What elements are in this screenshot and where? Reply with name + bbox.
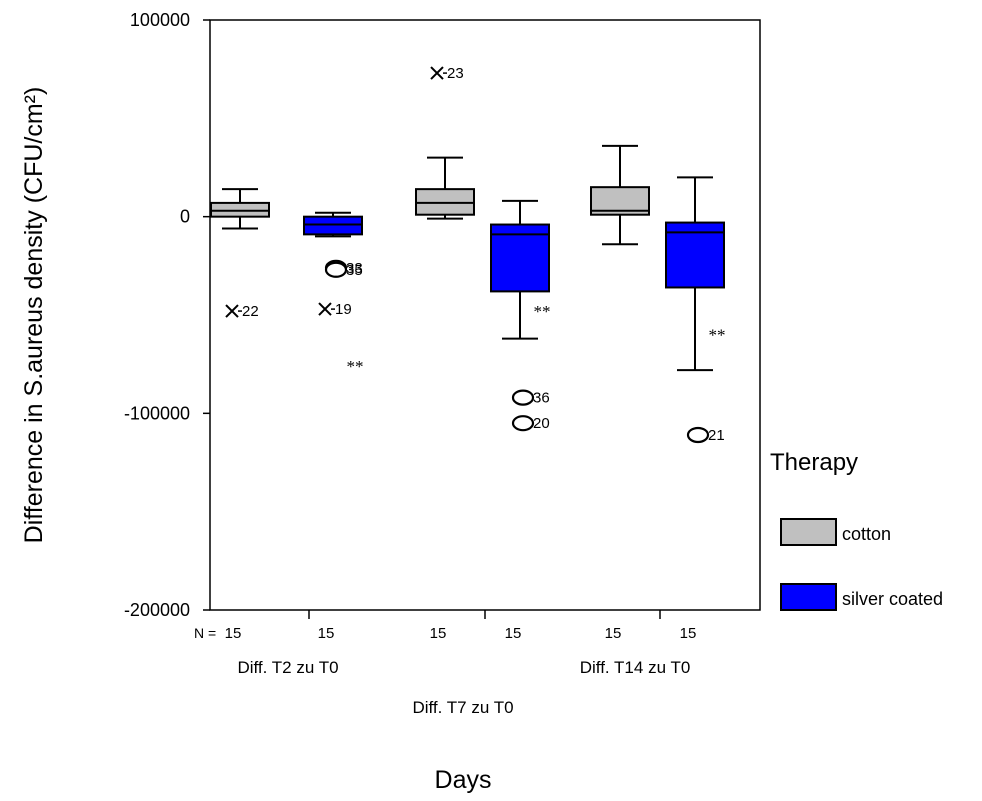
n-prefix: N = [194,625,216,641]
outlier-marker [511,415,535,432]
n-count: 15 [505,625,522,642]
outlier-marker [324,261,348,278]
legend: Therapy cotton silver coated [770,449,943,611]
extreme-marker: ** [347,357,364,376]
outlier-marker [511,389,535,406]
legend-label: silver coated [842,589,943,609]
box-1-0: 23 15 [415,65,475,642]
n-count: 15 [225,625,242,642]
x-group-label: Diff. T14 zu T0 [580,658,691,677]
legend-title: Therapy [770,449,858,476]
y-axis: 100000 0 -100000 -200000 [124,10,210,620]
box-0-0: 22 15 [210,188,270,642]
y-tick-label: -200000 [124,600,190,620]
outlier-label: 20 [533,415,550,432]
extreme-label: 19 [335,301,352,318]
extreme-label: 22 [242,303,259,320]
n-count: 15 [430,625,447,642]
extreme-label: 23 [447,65,464,82]
x-axis-label: Days [435,766,492,794]
legend-label: cotton [842,524,891,544]
n-count: 15 [680,625,697,642]
extreme-marker [225,304,239,318]
extreme-marker [430,66,444,80]
legend-swatch [780,518,837,546]
outlier-label: 36 [533,390,550,407]
legend-swatch [780,583,837,611]
n-count: 15 [605,625,622,642]
y-tick-label: 100000 [130,10,190,30]
extreme-marker: ** [534,302,551,321]
x-group-label: Diff. T7 zu T0 [412,698,513,717]
outlier-marker [686,426,710,444]
n-count: 15 [318,625,335,642]
extreme-marker [318,302,332,316]
outlier-label: 35 [346,262,363,279]
box-2-0: 15 [590,144,650,642]
box-iqr [490,223,550,293]
y-axis-label: Difference in S.aureus density (CFU/cm²) [20,87,48,544]
plot-frame [209,19,761,611]
box-1-1: 36 20 ** 15 [490,199,551,642]
x-group-label: Diff. T2 zu T0 [237,658,338,677]
outlier-label: 21 [708,427,725,444]
extreme-marker: ** [709,326,726,345]
y-tick-label: -100000 [124,403,190,423]
y-tick-label: 0 [180,207,190,227]
x-axis: Diff. T2 zu T0 Diff. T7 zu T0 Diff. T14 zu… [237,610,690,717]
outlier-label: 33 [346,260,363,277]
box-2-1: 21 ** 15 [665,176,726,642]
